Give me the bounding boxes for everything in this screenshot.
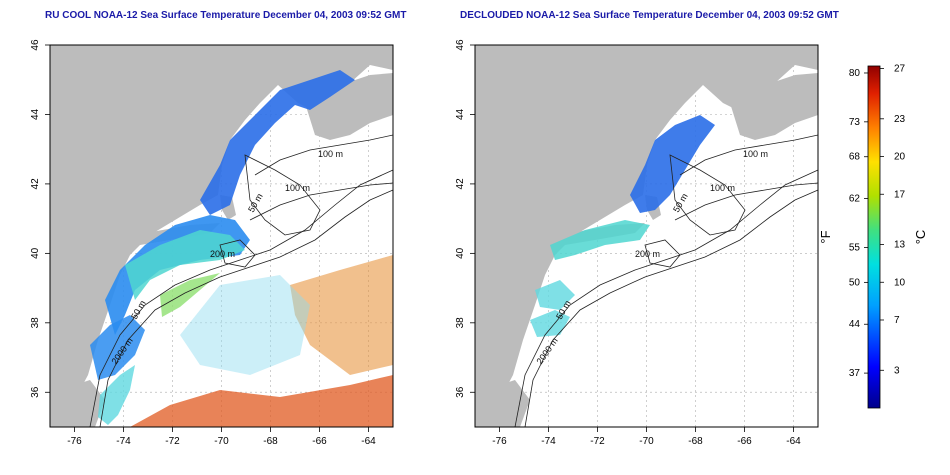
x-axis: -76 -74 -72 -70 -68 -66 -64: [67, 427, 376, 447]
c-tick-label: 27: [894, 64, 906, 75]
y-tick-label: 44: [30, 108, 41, 120]
x-axis: -76 -74 -72 -70 -68 -66 -64: [492, 427, 801, 447]
depth-contours: [89, 134, 394, 428]
c-tick-label: 20: [894, 152, 906, 163]
c-tick-label: 23: [894, 114, 906, 125]
x-tick-label: -72: [590, 436, 605, 447]
land-mass: [50, 45, 393, 393]
y-tick-label: 46: [30, 39, 41, 51]
contour-label: 200 m: [635, 249, 660, 259]
y-tick-label: 36: [455, 386, 466, 398]
x-tick-label: -74: [541, 436, 556, 447]
sst-warm-east: [290, 255, 393, 375]
y-tick-label: 36: [30, 386, 41, 398]
right-panel-title: DECLOUDED NOAA-12 Sea Surface Temperatur…: [460, 10, 839, 21]
sst-south-cold: [90, 315, 145, 380]
f-tick-label: 73: [849, 117, 861, 128]
land-delmarva: [475, 380, 530, 427]
y-tick-label: 38: [30, 317, 41, 329]
right-map-panel: 100 m 100 m 50 m 200 m 50 m 2000 m -76 -7…: [455, 39, 819, 447]
c-tick-label: 17: [894, 189, 906, 200]
sst-gulf-of-maine: [630, 115, 715, 213]
x-tick-label: -68: [263, 436, 278, 447]
x-tick-label: -66: [312, 436, 327, 447]
f-tick-label: 62: [849, 194, 861, 205]
f-tick-label: 55: [849, 242, 861, 253]
x-tick-label: -64: [786, 436, 801, 447]
contour-label: 100 m: [710, 183, 735, 193]
sst-south-shelf: [98, 365, 135, 425]
y-tick-label: 46: [455, 39, 466, 51]
land-mass: [475, 45, 818, 393]
y-tick-label: 40: [455, 247, 466, 259]
x-tick-label: -68: [688, 436, 703, 447]
left-map-panel: 100 m 100 m 50 m 200 m 50 m 2000 m -76 -7…: [30, 39, 394, 447]
c-tick-label: 10: [894, 277, 906, 288]
celsius-label: °C: [913, 230, 928, 245]
y-tick-label: 42: [30, 178, 41, 190]
f-tick-label: 37: [849, 368, 861, 379]
c-tick-label: 3: [894, 365, 900, 376]
x-tick-label: -70: [214, 436, 229, 447]
x-tick-label: -64: [361, 436, 376, 447]
land-nova-scotia: [730, 73, 818, 140]
y-tick-label: 42: [455, 178, 466, 190]
f-tick-label: 68: [849, 152, 861, 163]
y-axis: 36 38 40 42 44 46: [455, 39, 475, 398]
land-nova-scotia: [305, 73, 393, 140]
f-tick-label: 44: [849, 319, 861, 330]
sst-warm-south: [130, 375, 393, 427]
colorbar-gradient: [867, 65, 881, 409]
x-tick-label: -66: [737, 436, 752, 447]
c-tick-label: 13: [894, 240, 906, 251]
fahrenheit-label: °F: [818, 230, 833, 243]
sst-cool-scatter: [180, 275, 310, 375]
x-tick-label: -76: [492, 436, 507, 447]
x-tick-label: -72: [165, 436, 180, 447]
sst-shelf-mid: [125, 230, 245, 300]
land-delmarva: [50, 380, 105, 427]
depth-contours: [514, 134, 819, 428]
f-tick-label: 80: [849, 68, 861, 79]
contour-label: 100 m: [285, 183, 310, 193]
x-tick-label: -76: [67, 436, 82, 447]
x-tick-label: -74: [116, 436, 131, 447]
f-tick-label: 50: [849, 277, 861, 288]
contour-label: 100 m: [743, 149, 768, 159]
c-tick-label: 7: [894, 315, 900, 326]
sst-shelf-slope: [535, 280, 575, 310]
x-tick-label: -70: [639, 436, 654, 447]
left-panel-title: RU COOL NOAA-12 Sea Surface Temperature …: [45, 10, 407, 21]
sst-shelf-mid: [550, 220, 650, 260]
y-tick-label: 38: [455, 317, 466, 329]
contour-label: 200 m: [210, 249, 235, 259]
contour-label: 100 m: [318, 149, 343, 159]
y-axis: 36 38 40 42 44 46: [30, 39, 50, 398]
sst-gulf-of-maine: [200, 70, 355, 215]
y-tick-label: 44: [455, 108, 466, 120]
y-tick-label: 40: [30, 247, 41, 259]
